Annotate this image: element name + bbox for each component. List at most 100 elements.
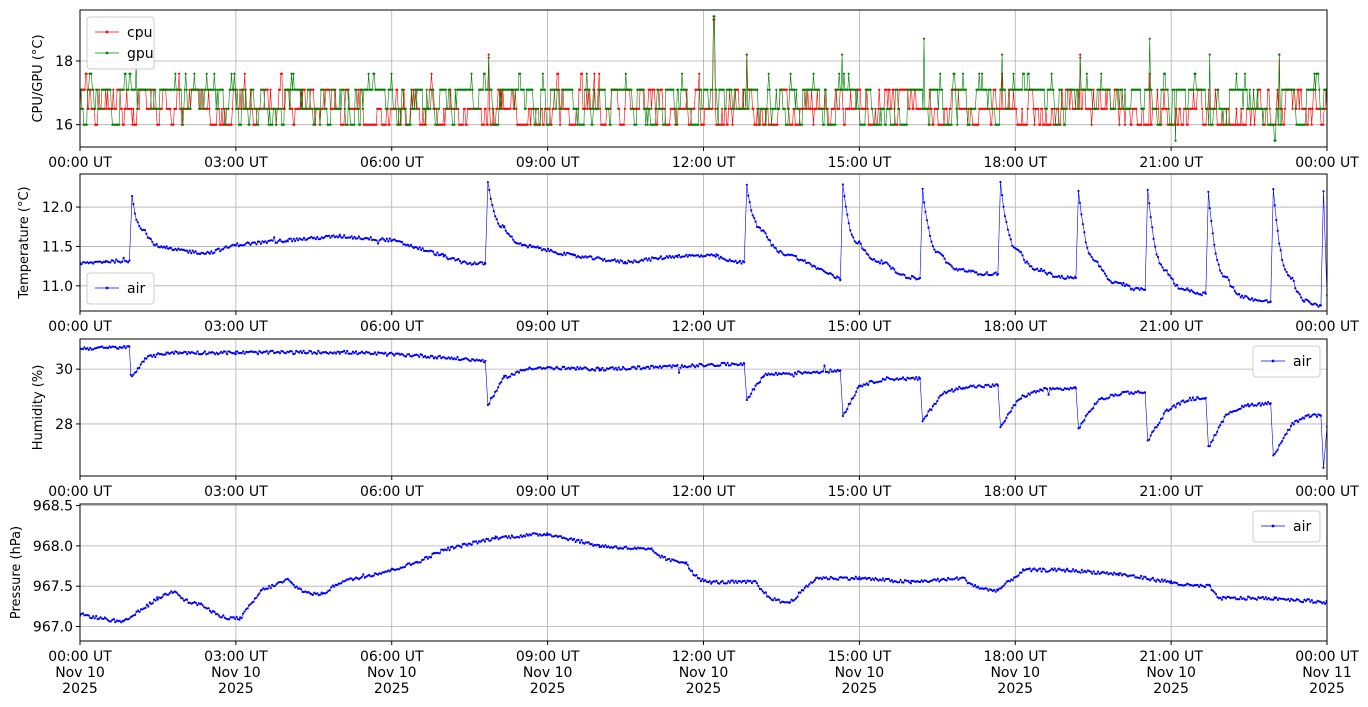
data-point [950, 123, 953, 126]
data-point [526, 123, 529, 126]
data-point [871, 107, 874, 110]
data-point [402, 353, 405, 356]
data-point [407, 353, 411, 356]
data-point [921, 107, 925, 110]
x-tick-label: 18:00 UT [983, 155, 1047, 171]
data-point [424, 123, 427, 126]
data-point [114, 621, 117, 624]
data-point [596, 366, 600, 369]
y-tick-label: 28 [55, 417, 73, 433]
data-point [741, 107, 745, 110]
data-point [966, 270, 969, 273]
data-point [1166, 88, 1169, 91]
data-point [574, 540, 577, 544]
data-point [549, 248, 553, 251]
data-point [837, 276, 840, 279]
data-point [719, 255, 723, 258]
data-point [128, 617, 131, 620]
data-point [83, 88, 86, 91]
data-point [538, 533, 541, 536]
data-point [789, 72, 792, 75]
x-tick-label: 00:00 UT [1295, 155, 1359, 171]
data-point [333, 88, 336, 91]
data-point [734, 88, 737, 91]
data-point [579, 88, 582, 91]
data-point [532, 107, 535, 110]
data-point [343, 107, 346, 110]
data-point [1190, 288, 1193, 292]
data-point [1165, 408, 1168, 411]
data-point [477, 107, 480, 110]
data-point [227, 107, 230, 110]
data-point [650, 547, 653, 550]
data-point [385, 354, 388, 357]
data-point [357, 235, 360, 238]
data-point [560, 368, 563, 371]
data-point [1173, 88, 1176, 91]
data-point [1234, 88, 1237, 91]
data-point [130, 375, 134, 378]
data-point [552, 107, 555, 110]
data-point [1137, 287, 1140, 290]
data-point [750, 581, 754, 585]
data-point [1238, 292, 1241, 296]
data-point [299, 107, 303, 110]
data-point [184, 350, 187, 354]
data-point [174, 72, 177, 75]
data-point [131, 123, 134, 126]
data-point [1219, 424, 1222, 427]
data-point [1298, 107, 1301, 110]
data-point [152, 353, 155, 356]
data-point [668, 254, 671, 257]
data-point [498, 107, 501, 110]
data-point [1278, 444, 1281, 447]
data-point [653, 88, 656, 91]
data-point [519, 72, 522, 75]
data-point [87, 614, 90, 617]
data-point [322, 88, 325, 91]
data-point [772, 599, 775, 602]
data-point [524, 535, 527, 538]
data-point [206, 107, 209, 110]
y-tick-label: 30 [55, 362, 73, 378]
data-point [1192, 88, 1195, 91]
data-point [487, 56, 490, 59]
data-point [1262, 123, 1265, 126]
data-point [740, 581, 743, 584]
data-point [85, 123, 88, 126]
data-point [448, 549, 451, 552]
data-point [635, 367, 638, 371]
data-point [1203, 88, 1207, 91]
data-point [996, 272, 1000, 276]
data-point [219, 123, 223, 126]
data-point [686, 255, 689, 258]
data-point [194, 601, 197, 604]
data-point [1241, 294, 1244, 297]
data-point [239, 123, 243, 126]
data-point [771, 243, 775, 246]
data-point [183, 88, 186, 91]
data-point [659, 556, 662, 559]
data-point [134, 613, 137, 617]
data-point [275, 583, 278, 586]
data-point [1155, 426, 1158, 429]
data-point [950, 265, 954, 268]
data-point [673, 256, 676, 259]
data-point [1081, 420, 1084, 423]
data-point [325, 107, 328, 110]
data-point [474, 359, 477, 362]
data-point [233, 72, 236, 75]
data-point [1156, 88, 1159, 91]
data-point [695, 574, 698, 577]
data-point [846, 408, 849, 411]
data-point [327, 352, 330, 355]
data-point [314, 238, 317, 241]
data-point [918, 377, 922, 380]
data-point [1025, 88, 1028, 91]
data-point [463, 107, 466, 110]
data-point [603, 88, 607, 91]
data-point [866, 107, 869, 110]
data-point [1315, 415, 1319, 418]
data-point [859, 88, 862, 91]
